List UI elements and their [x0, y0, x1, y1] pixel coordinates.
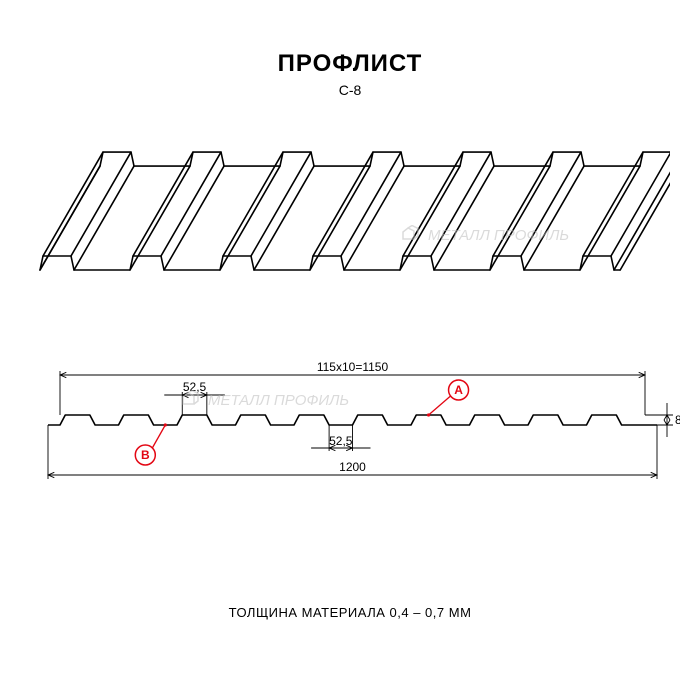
svg-text:B: B	[141, 448, 150, 462]
svg-text:52,5: 52,5	[183, 380, 207, 394]
svg-text:8: 8	[675, 413, 680, 427]
material-thickness-note: ТОЛЩИНА МАТЕРИАЛА 0,4 – 0,7 ММ	[0, 605, 700, 620]
cross-section-view: 115х10=1150 52,5 52,5 1200 8 A B	[25, 340, 680, 500]
svg-text:1200: 1200	[339, 460, 366, 474]
svg-text:115х10=1150: 115х10=1150	[317, 360, 389, 374]
page-subtitle: C-8	[0, 82, 700, 98]
page-title: ПРОФЛИСТ	[0, 50, 700, 78]
isometric-view	[30, 130, 670, 290]
svg-text:52,5: 52,5	[329, 434, 353, 448]
svg-text:A: A	[454, 383, 463, 397]
